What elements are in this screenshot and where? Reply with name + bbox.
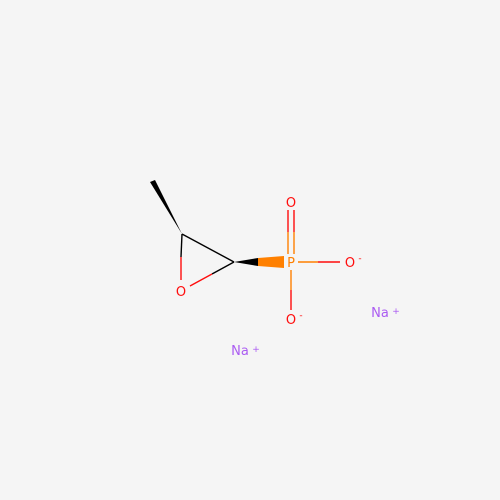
wedge-bond-phosphorus-orange [258, 256, 284, 268]
bond-ring-c2-o-red [189, 273, 213, 287]
atom-oxygen-double: O [286, 196, 296, 211]
atom-oxygen-bottom: O [286, 313, 296, 328]
charge-oxygen-right: - [358, 254, 361, 264]
bond-group [150, 180, 340, 310]
counterion-sodium-1-charge: + [392, 307, 400, 317]
counterion-sodium-1: Na [371, 306, 389, 321]
counterion-sodium-2: Na [231, 344, 249, 359]
atom-phosphorus: P [287, 256, 295, 271]
bond-ring-c2-o-dark [211, 261, 235, 275]
counterion-sodium-2-charge: + [252, 345, 260, 355]
bond-ring-c-o-dark [180, 233, 183, 258]
bond-ring-c-c [181, 233, 235, 263]
atom-oxygen-right: O [345, 256, 355, 271]
atom-label-group: O P O O - O - [176, 196, 362, 328]
atom-oxygen-ring: O [176, 285, 186, 300]
wedge-bond-methyl [150, 180, 182, 234]
counterion-group: Na + Na + [231, 306, 400, 359]
charge-oxygen-bottom: - [299, 311, 302, 321]
wedge-bond-phosphorus-dark [234, 258, 258, 266]
